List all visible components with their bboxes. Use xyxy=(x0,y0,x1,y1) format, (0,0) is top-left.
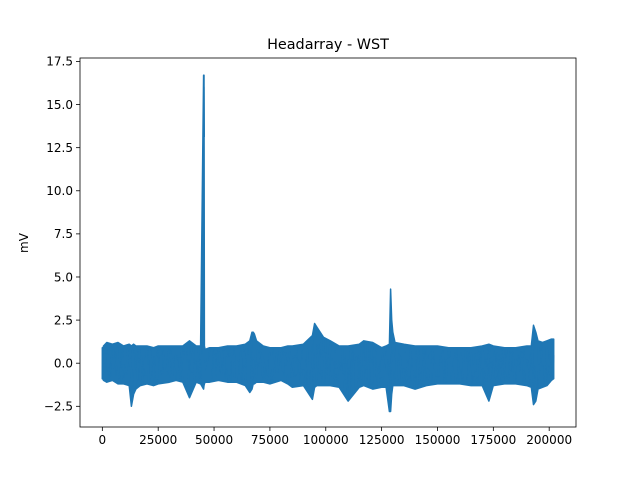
y-tick-label: 2.5 xyxy=(54,313,73,327)
x-tick-label: 175000 xyxy=(470,433,516,447)
y-tick-label: 7.5 xyxy=(54,227,73,241)
y-tick-label: 15.0 xyxy=(46,98,73,112)
y-tick-label: 12.5 xyxy=(46,141,73,155)
x-tick-label: 50000 xyxy=(195,433,233,447)
plot-area xyxy=(101,74,555,413)
y-axis-label: mV xyxy=(17,232,31,253)
y-tick-label: 17.5 xyxy=(46,55,73,69)
x-axis: 0 25000 50000 75000 100000 125000 150000 175000… xyxy=(99,427,572,447)
y-axis: −2.5 0.0 2.5 5.0 7.5 10.0 12.5 15.0 17.5 xyxy=(44,55,80,414)
y-tick-label: 5.0 xyxy=(54,270,73,284)
y-tick-label: −2.5 xyxy=(44,400,73,414)
x-tick-label: 100000 xyxy=(303,433,349,447)
x-tick-label: 125000 xyxy=(359,433,405,447)
x-tick-label: 0 xyxy=(99,433,107,447)
y-tick-label: 10.0 xyxy=(46,184,73,198)
y-tick-label: 0.0 xyxy=(54,357,73,371)
plot-frame xyxy=(79,57,577,428)
x-tick-label: 150000 xyxy=(415,433,461,447)
x-tick-label: 75000 xyxy=(251,433,289,447)
signal-noise xyxy=(101,86,555,399)
chart-title: Headarray - WST xyxy=(267,37,389,53)
x-tick-label: 25000 xyxy=(139,433,177,447)
x-tick-label: 200000 xyxy=(526,433,572,447)
